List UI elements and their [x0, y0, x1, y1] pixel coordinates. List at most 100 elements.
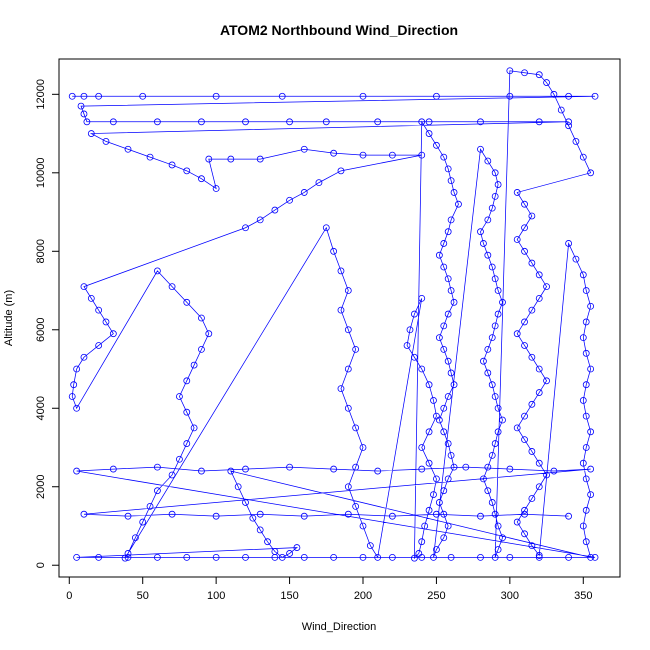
data-point	[444, 440, 452, 447]
data-point	[153, 463, 161, 471]
plot-frame	[58, 58, 621, 578]
data-point	[513, 236, 521, 243]
data-point	[494, 181, 502, 188]
data-point	[344, 326, 352, 334]
data-point	[278, 553, 286, 561]
data-point	[491, 393, 499, 400]
series-line	[71, 70, 596, 560]
data-point	[535, 552, 543, 559]
x-tick-label: 300	[501, 590, 519, 602]
data-point	[198, 118, 205, 126]
data-point	[124, 145, 132, 153]
data-point	[444, 165, 452, 173]
data-point	[435, 251, 443, 259]
x-tick-label: 350	[574, 590, 592, 602]
data-point	[494, 310, 502, 318]
data-point	[153, 553, 161, 561]
data-point	[418, 294, 426, 302]
data-point	[322, 224, 330, 232]
data-point	[535, 71, 543, 79]
data-point	[550, 90, 558, 98]
data-point	[344, 287, 352, 294]
data-point	[582, 538, 590, 546]
y-axis: 0 2000 4000 6000 8000 10000 12000	[35, 79, 60, 568]
data-point	[374, 553, 382, 561]
data-point	[403, 342, 411, 349]
data-point	[484, 251, 492, 259]
data-point	[300, 553, 308, 561]
data-point	[212, 512, 220, 520]
data-point	[77, 102, 85, 110]
data-point	[227, 155, 235, 163]
data-point	[227, 467, 235, 475]
data-point	[242, 224, 249, 232]
data-point	[499, 534, 506, 542]
data-point	[440, 345, 448, 353]
data-point	[190, 424, 198, 432]
data-point	[300, 145, 308, 153]
data-point	[264, 538, 271, 546]
x-tick-label: 100	[207, 590, 225, 602]
data-point	[535, 483, 543, 491]
data-point	[198, 345, 205, 353]
data-point	[535, 553, 543, 561]
data-point	[579, 271, 587, 279]
data-point	[153, 267, 161, 275]
data-point	[146, 153, 154, 161]
data-point	[488, 263, 496, 271]
data-point	[352, 345, 360, 353]
data-point	[256, 155, 264, 163]
data-point	[513, 518, 521, 526]
x-tick-label: 150	[280, 590, 298, 602]
data-point	[359, 151, 367, 159]
data-point	[352, 463, 360, 471]
x-axis: 0 50 100 150 200 250 300 350	[66, 576, 592, 602]
data-point	[582, 287, 590, 294]
data-point	[388, 512, 396, 520]
data-point	[494, 522, 502, 530]
data-point	[433, 475, 440, 483]
data-point	[286, 196, 293, 204]
data-point	[557, 106, 565, 114]
data-point	[425, 381, 433, 389]
data-point	[579, 153, 587, 161]
y-tick-label: 2000	[35, 475, 47, 499]
x-axis-label: Wind_Direction	[302, 621, 377, 633]
data-point	[494, 287, 502, 294]
data-point	[330, 553, 338, 561]
data-point	[521, 247, 528, 255]
data-point	[491, 192, 499, 200]
data-point	[435, 334, 443, 342]
data-point	[242, 553, 249, 561]
data-point	[124, 512, 132, 520]
data-point	[440, 263, 448, 271]
data-point	[447, 369, 455, 377]
data-point	[440, 153, 448, 161]
data-point	[535, 118, 543, 126]
data-point	[433, 92, 440, 100]
data-point	[410, 310, 418, 318]
plot-points	[68, 67, 599, 562]
data-point	[344, 365, 352, 373]
data-point	[183, 167, 191, 175]
y-tick-label: 10000	[35, 158, 47, 189]
data-point	[176, 455, 183, 463]
data-point	[582, 444, 590, 451]
data-point	[73, 365, 81, 373]
data-point	[565, 118, 572, 126]
data-point	[521, 200, 528, 208]
data-point	[278, 92, 286, 100]
data-point	[506, 92, 514, 100]
y-tick-label: 0	[35, 562, 47, 568]
data-point	[337, 267, 345, 275]
y-tick-label: 8000	[35, 239, 47, 263]
data-point	[168, 471, 176, 479]
data-point	[95, 342, 103, 349]
data-point	[587, 169, 595, 177]
y-tick-label: 4000	[35, 396, 47, 420]
data-point	[430, 491, 437, 498]
data-point	[242, 118, 249, 126]
data-point	[494, 404, 502, 412]
data-point	[579, 459, 587, 467]
